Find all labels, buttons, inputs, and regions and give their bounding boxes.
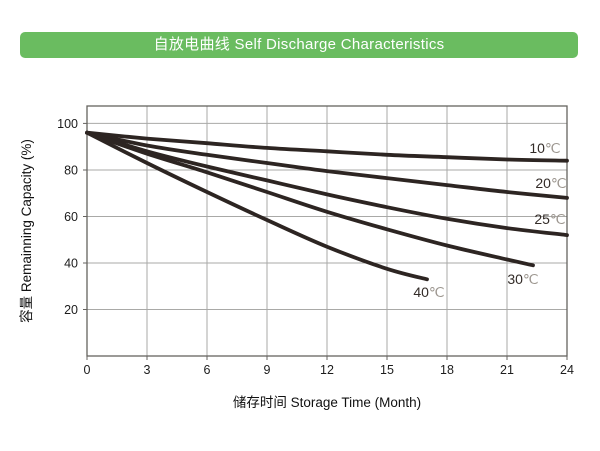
curve-40℃	[85, 130, 429, 282]
curve-20℃	[85, 130, 569, 200]
tick-layer: 0 3 6 9 12 15 18 21 24 20 40 60 80 100	[57, 117, 574, 377]
y-tick-label: 80	[64, 164, 78, 178]
y-tick-label: 20	[64, 303, 78, 317]
x-tick-label: 6	[204, 363, 211, 377]
x-tick-label: 12	[320, 363, 334, 377]
series-label-20℃: 20℃	[535, 175, 566, 191]
y-tick-label: 60	[64, 210, 78, 224]
series-label-25℃: 25℃	[534, 211, 565, 227]
curve-25℃	[85, 130, 569, 237]
curve-30℃	[85, 130, 535, 268]
x-axis-title: 储存时间 Storage Time (Month)	[233, 395, 421, 410]
series-label-layer: 10℃ 20℃ 25℃ 30℃ 40℃	[413, 140, 566, 300]
y-axis-title: 容量 Remainning Capacity (%)	[18, 139, 34, 323]
chart-title-text: 自放电曲线 Self Discharge Characteristics	[153, 36, 445, 53]
grid-layer	[87, 106, 567, 356]
y-tick-label: 40	[64, 257, 78, 271]
x-tick-label: 0	[84, 363, 91, 377]
x-tick-label: 15	[380, 363, 394, 377]
series-label-40℃: 40℃	[413, 284, 444, 300]
x-tick-label: 18	[440, 363, 454, 377]
x-tick-label: 9	[264, 363, 271, 377]
y-tick-label: 100	[57, 117, 78, 131]
x-tick-label: 21	[500, 363, 514, 377]
x-tick-label: 24	[560, 363, 574, 377]
curve-layer	[85, 130, 569, 282]
series-label-10℃: 10℃	[529, 140, 560, 156]
x-tick-label: 3	[144, 363, 151, 377]
series-label-30℃: 30℃	[507, 271, 538, 287]
chart-title-banner: 自放电曲线 Self Discharge Characteristics	[20, 32, 578, 58]
curve-10℃	[85, 130, 569, 163]
